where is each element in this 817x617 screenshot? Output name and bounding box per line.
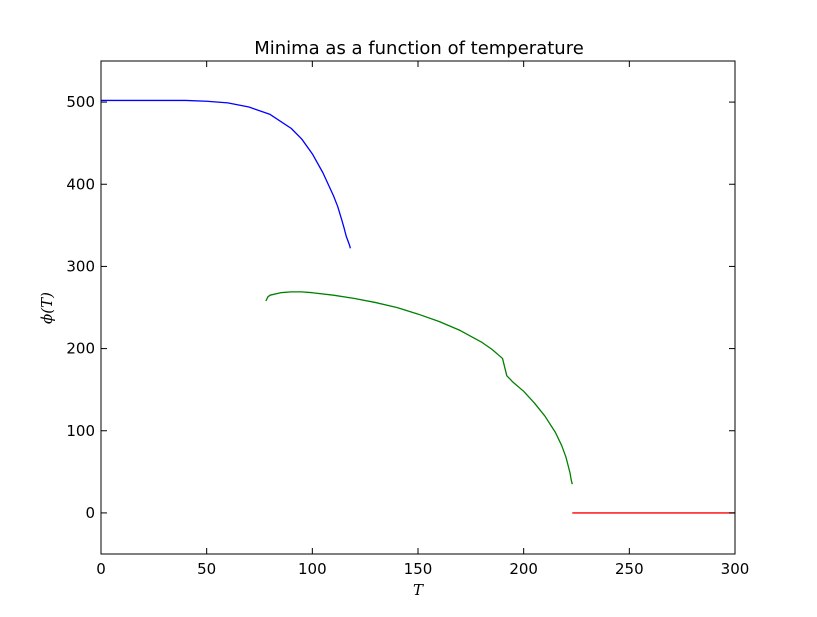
series-line-1 [101,99,351,249]
y-tick-label: 0 [85,504,95,522]
plot-frame [100,60,736,555]
series-group [101,99,735,514]
y-tick-label: 300 [66,257,95,275]
x-tick-label: 300 [721,560,750,578]
x-tick-label: 250 [615,560,644,578]
x-tick-label: 200 [509,560,538,578]
x-tick-label: 50 [197,560,216,578]
x-tick-label: 100 [298,560,327,578]
series-line-2 [265,291,573,485]
y-tick-label: 500 [66,93,95,111]
ticks-group: 0 50 100 150 200 250 300 0 100 200 300 400 500 [66,61,749,578]
y-tick-label: 200 [66,340,95,358]
x-tick-label: 0 [96,560,106,578]
chart-title: Minima as a function of temperature [254,38,584,59]
x-tick-label: 150 [404,560,433,578]
y-tick-label: 400 [66,175,95,193]
y-axis-label: ϕ(T) [38,292,56,324]
y-tick-label: 100 [66,422,95,440]
x-axis-label: T [413,581,424,599]
